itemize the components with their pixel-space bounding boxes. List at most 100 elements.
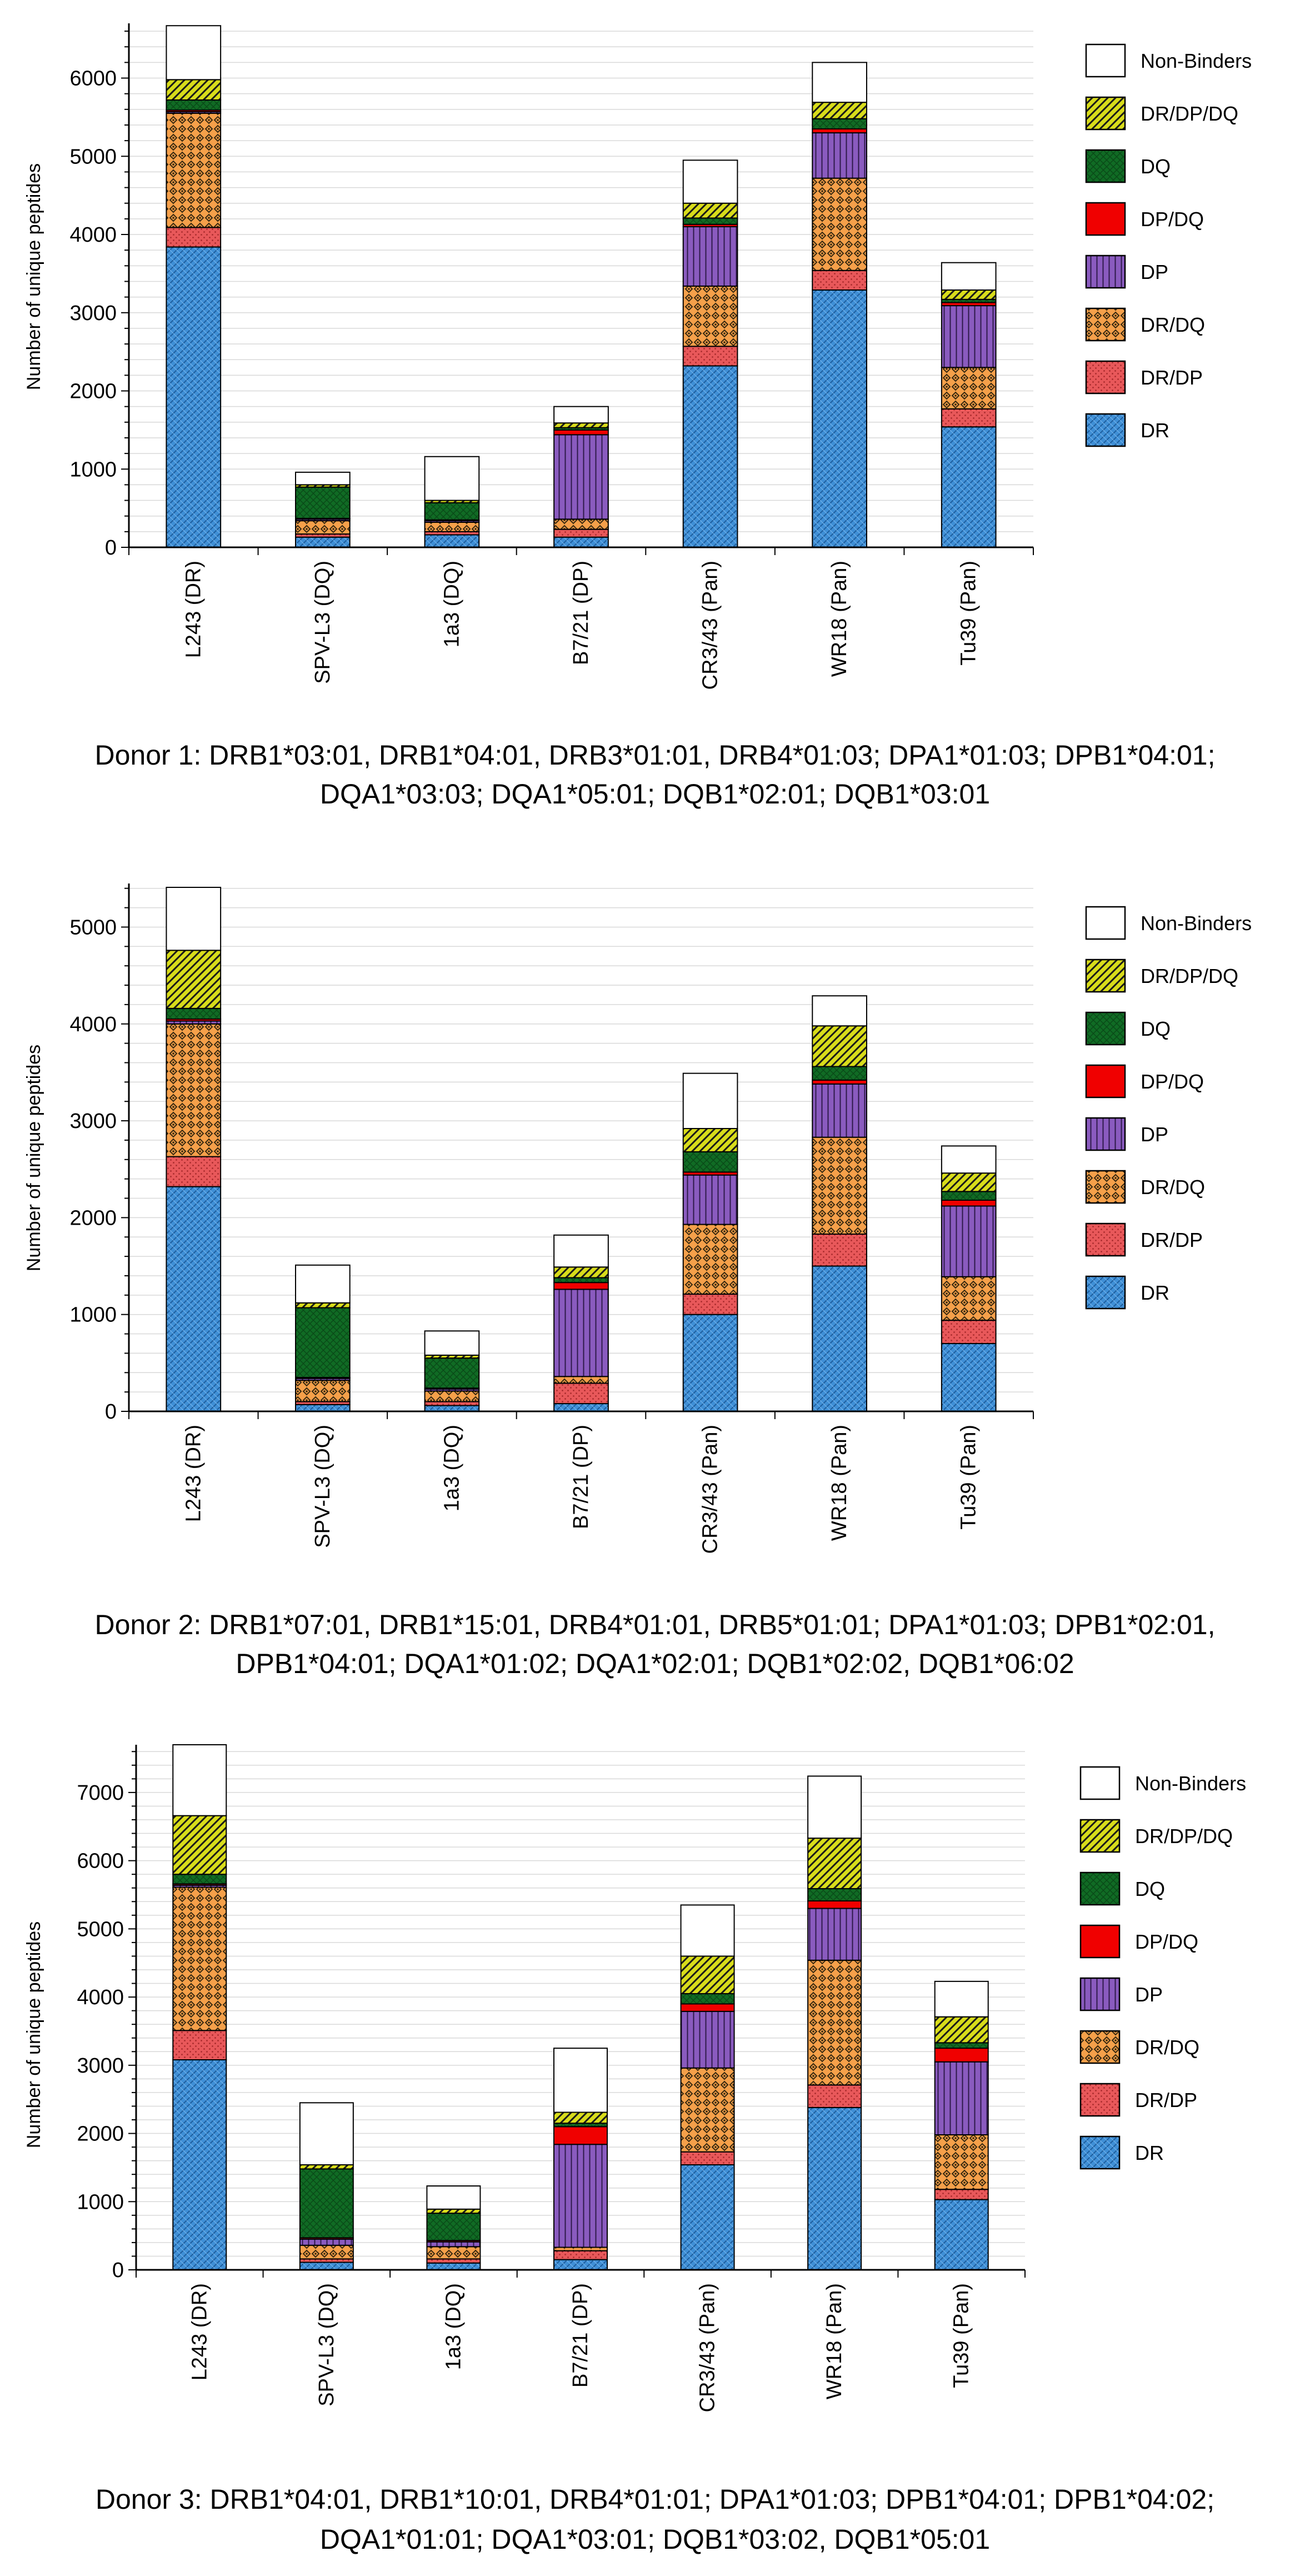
bar-dr-b7-21-dp — [553, 536, 609, 548]
legend-swatch-dr-dq — [1085, 1170, 1126, 1204]
bar-dp-cr3-43-pan — [680, 2010, 735, 2069]
legend-item-dp-dq: DP/DQ — [1079, 1924, 1198, 1959]
x-tick-label-spv-l3-dq: SPV-L3 (DQ) — [311, 561, 334, 684]
legend-label-dq: DQ — [1135, 1878, 1165, 1900]
legend-label-dr-dq: DR/DQ — [1141, 313, 1205, 336]
y-tick-labels: 0 1000 2000 3000 4000 5000 6000 7000 — [77, 1781, 124, 2282]
bar-non-binders-l243-dr — [166, 886, 222, 951]
bar-dr-dp-dq-spv-l3-dq — [295, 1302, 351, 1309]
bar-dr-dq-cr3-43-pan — [682, 1224, 738, 1295]
bar-dr-tu39-pan — [934, 2199, 989, 2270]
bar-dr-dp-wr18-pan — [807, 2084, 862, 2108]
legend-swatch-dr-dp — [1085, 1222, 1126, 1257]
y-tick-label-2000: 2000 — [69, 1206, 117, 1230]
bar-stack-cr3-43-pan — [682, 159, 738, 548]
bar-dr-dp-wr18-pan — [812, 1234, 867, 1267]
x-tick-label-wr18-pan: WR18 (Pan) — [823, 2283, 846, 2399]
legend-item-non-binders: Non-Binders — [1085, 906, 1252, 940]
bar-dr-dp-cr3-43-pan — [682, 1294, 738, 1315]
legend-swatch-dr-dp-dq — [1079, 1819, 1121, 1853]
legend-label-non-binders: Non-Binders — [1141, 49, 1252, 72]
bar-dp-spv-l3-dq — [299, 2238, 354, 2246]
y-tick-label-0: 0 — [112, 2259, 124, 2282]
bar-dq-spv-l3-dq — [299, 2168, 354, 2239]
bar-dp-dq-wr18-pan — [812, 128, 867, 134]
caption-line-2: DPB1*04:01; DQA1*01:02; DQA1*02:01; DQB1… — [236, 1648, 1074, 1679]
y-tick-label-2000: 2000 — [77, 2123, 124, 2146]
bar-non-binders-wr18-pan — [812, 62, 867, 103]
bar-stack-1a3-dq — [426, 2185, 481, 2271]
bar-stack-1a3-dq — [424, 456, 480, 548]
bar-dp-tu39-pan — [941, 1205, 997, 1277]
bar-dr-dp-dq-cr3-43-pan — [680, 1955, 735, 1994]
bar-dr-dq-cr3-43-pan — [680, 2067, 735, 2153]
legend-label-dp: DP — [1141, 1123, 1168, 1146]
x-tick-label-l243-dr: L243 (DR) — [188, 2283, 211, 2380]
bars — [172, 1744, 989, 2271]
bar-dr-l243-dr — [166, 246, 222, 548]
axes — [121, 23, 1034, 555]
bar-non-binders-cr3-43-pan — [682, 1072, 738, 1130]
legend-item-dr-dq: DR/DQ — [1079, 2030, 1199, 2064]
legend-swatch-dp — [1085, 254, 1126, 289]
legend-item-dr-dp-dq: DR/DP/DQ — [1085, 96, 1238, 131]
legend-swatch-dr-dp — [1085, 360, 1126, 395]
bar-non-binders-1a3-dq — [424, 456, 480, 501]
bar-dr-cr3-43-pan — [682, 365, 738, 548]
legend-swatch-dr-dp-dq — [1085, 96, 1126, 131]
bar-dr-wr18-pan — [812, 289, 867, 548]
bar-non-binders-b7-21-dp — [553, 1234, 609, 1268]
caption-line-1: Donor 3: DRB1*04:01, DRB1*10:01, DRB4*01… — [96, 2484, 1214, 2515]
bar-dr-dp-b7-21-dp — [553, 528, 609, 538]
legend-item-dr: DR — [1079, 2135, 1164, 2170]
y-axis-title: Number of unique peptides — [23, 163, 44, 390]
bar-dq-spv-l3-dq — [295, 486, 351, 519]
bar-non-binders-tu39-pan — [941, 262, 997, 291]
legend-label-dr-dq: DR/DQ — [1141, 1176, 1205, 1199]
x-tick-label-b7-21-dp: B7/21 (DP) — [569, 2283, 592, 2388]
legend-swatch-dq — [1079, 1871, 1121, 1906]
bar-stack-b7-21-dp — [553, 2048, 608, 2270]
bar-stack-b7-21-dp — [553, 406, 609, 548]
y-tick-label-1000: 1000 — [77, 2190, 124, 2214]
legend-label-dr-dp: DR/DP — [1141, 1229, 1203, 1251]
gridlines — [129, 31, 1033, 532]
bar-dp-1a3-dq — [426, 2241, 481, 2248]
bar-dr-cr3-43-pan — [682, 1314, 738, 1412]
bar-non-binders-1a3-dq — [426, 2185, 481, 2210]
y-tick-label-6000: 6000 — [69, 67, 117, 91]
legend: Non-Binders DR/DP/DQ DQ DP/DQ DP DR/DQ DR/DP DR — [1079, 1766, 1246, 2170]
bar-dr-dp-1a3-dq — [424, 1401, 480, 1406]
bar-dr-dq-b7-21-dp — [553, 518, 609, 530]
legend-swatch-dr — [1085, 413, 1126, 447]
legend-swatch-dp-dq — [1079, 1924, 1121, 1959]
legend: Non-Binders DR/DP/DQ DQ DP/DQ DP DR/DQ DR/DP DR — [1085, 906, 1252, 1310]
bar-dr-dp-dq-cr3-43-pan — [682, 202, 738, 219]
legend-swatch-non-binders — [1085, 906, 1126, 940]
y-tick-label-0: 0 — [105, 1400, 117, 1424]
bar-stack-1a3-dq — [424, 1330, 480, 1412]
bar-stack-tu39-pan — [934, 1980, 989, 2270]
bar-dr-dq-l243-dr — [166, 112, 222, 228]
bar-stack-tu39-pan — [941, 262, 997, 548]
bar-dr-spv-l3-dq — [295, 536, 351, 548]
bar-dr-dp-cr3-43-pan — [680, 2151, 735, 2166]
y-axis-title: Number of unique peptides — [23, 1921, 44, 2148]
legend-label-dq: DQ — [1141, 1017, 1171, 1040]
bar-non-binders-1a3-dq — [424, 1330, 480, 1356]
x-tick-labels: L243 (DR) SPV-L3 (DQ) 1a3 (DQ) B7/21 (DP) CR… — [182, 1425, 980, 1554]
bar-dr-dp-dq-b7-21-dp — [553, 1266, 609, 1279]
legend-swatch-dr-dq — [1079, 2030, 1121, 2064]
caption-line-1: Donor 2: DRB1*07:01, DRB1*15:01, DRB4*01… — [95, 1609, 1216, 1640]
bar-dr-dq-1a3-dq — [424, 1390, 480, 1402]
bar-dr-dp-dq-tu39-pan — [941, 1172, 997, 1192]
bar-dr-b7-21-dp — [553, 2259, 608, 2270]
legend-swatch-dr-dp-dq — [1085, 958, 1126, 993]
bar-dr-wr18-pan — [807, 2106, 862, 2271]
x-tick-label-wr18-pan: WR18 (Pan) — [828, 1425, 851, 1541]
bar-stack-l243-dr — [166, 886, 222, 1412]
x-tick-label-b7-21-dp: B7/21 (DP) — [569, 561, 593, 665]
y-tick-label-7000: 7000 — [77, 1781, 124, 1805]
bar-dp-cr3-43-pan — [682, 226, 738, 287]
bar-dq-l243-dr — [172, 1874, 227, 1885]
